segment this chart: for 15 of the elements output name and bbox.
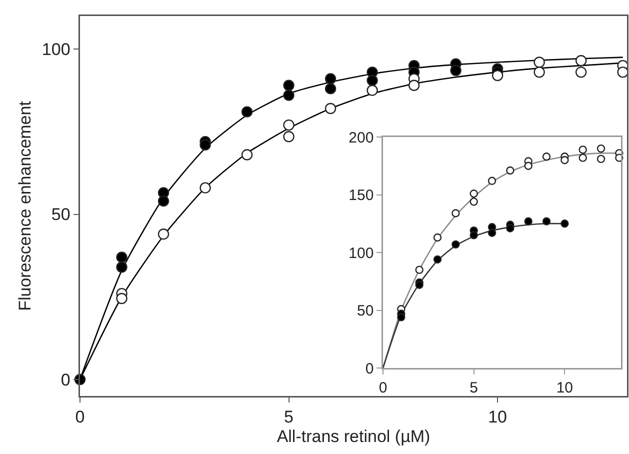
y-axis-title: Fluorescence enhancement bbox=[16, 100, 35, 311]
x-tick-label: 5 bbox=[284, 408, 294, 427]
x-tick-label: 0 bbox=[75, 408, 85, 427]
y-tick-label: 150 bbox=[348, 187, 374, 204]
x-tick-label: 10 bbox=[488, 408, 508, 427]
y-tick-label: 0 bbox=[365, 360, 374, 378]
x-tick-label: 0 bbox=[378, 379, 388, 396]
y-tick-label: 100 bbox=[348, 244, 374, 262]
y-tick-label: 50 bbox=[357, 302, 374, 320]
x-axis-title: All-trans retinol (µM) bbox=[276, 426, 430, 446]
x-tick-label: 5 bbox=[470, 379, 478, 396]
y-tick-label: 100 bbox=[42, 40, 70, 59]
y-tick-label: 200 bbox=[348, 129, 374, 146]
x-tick-label: 10 bbox=[556, 379, 574, 396]
y-tick-label: 50 bbox=[51, 205, 70, 224]
